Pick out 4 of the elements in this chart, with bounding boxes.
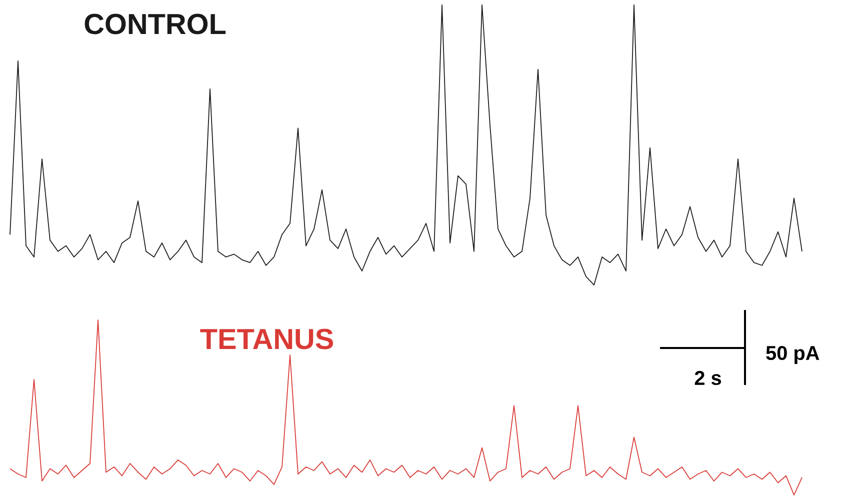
annotation: 50 pA xyxy=(766,346,820,364)
chart-title: TETANUS xyxy=(200,328,334,350)
annotation: 2 s xyxy=(694,370,722,386)
chart-title: CONTROL xyxy=(84,14,226,34)
